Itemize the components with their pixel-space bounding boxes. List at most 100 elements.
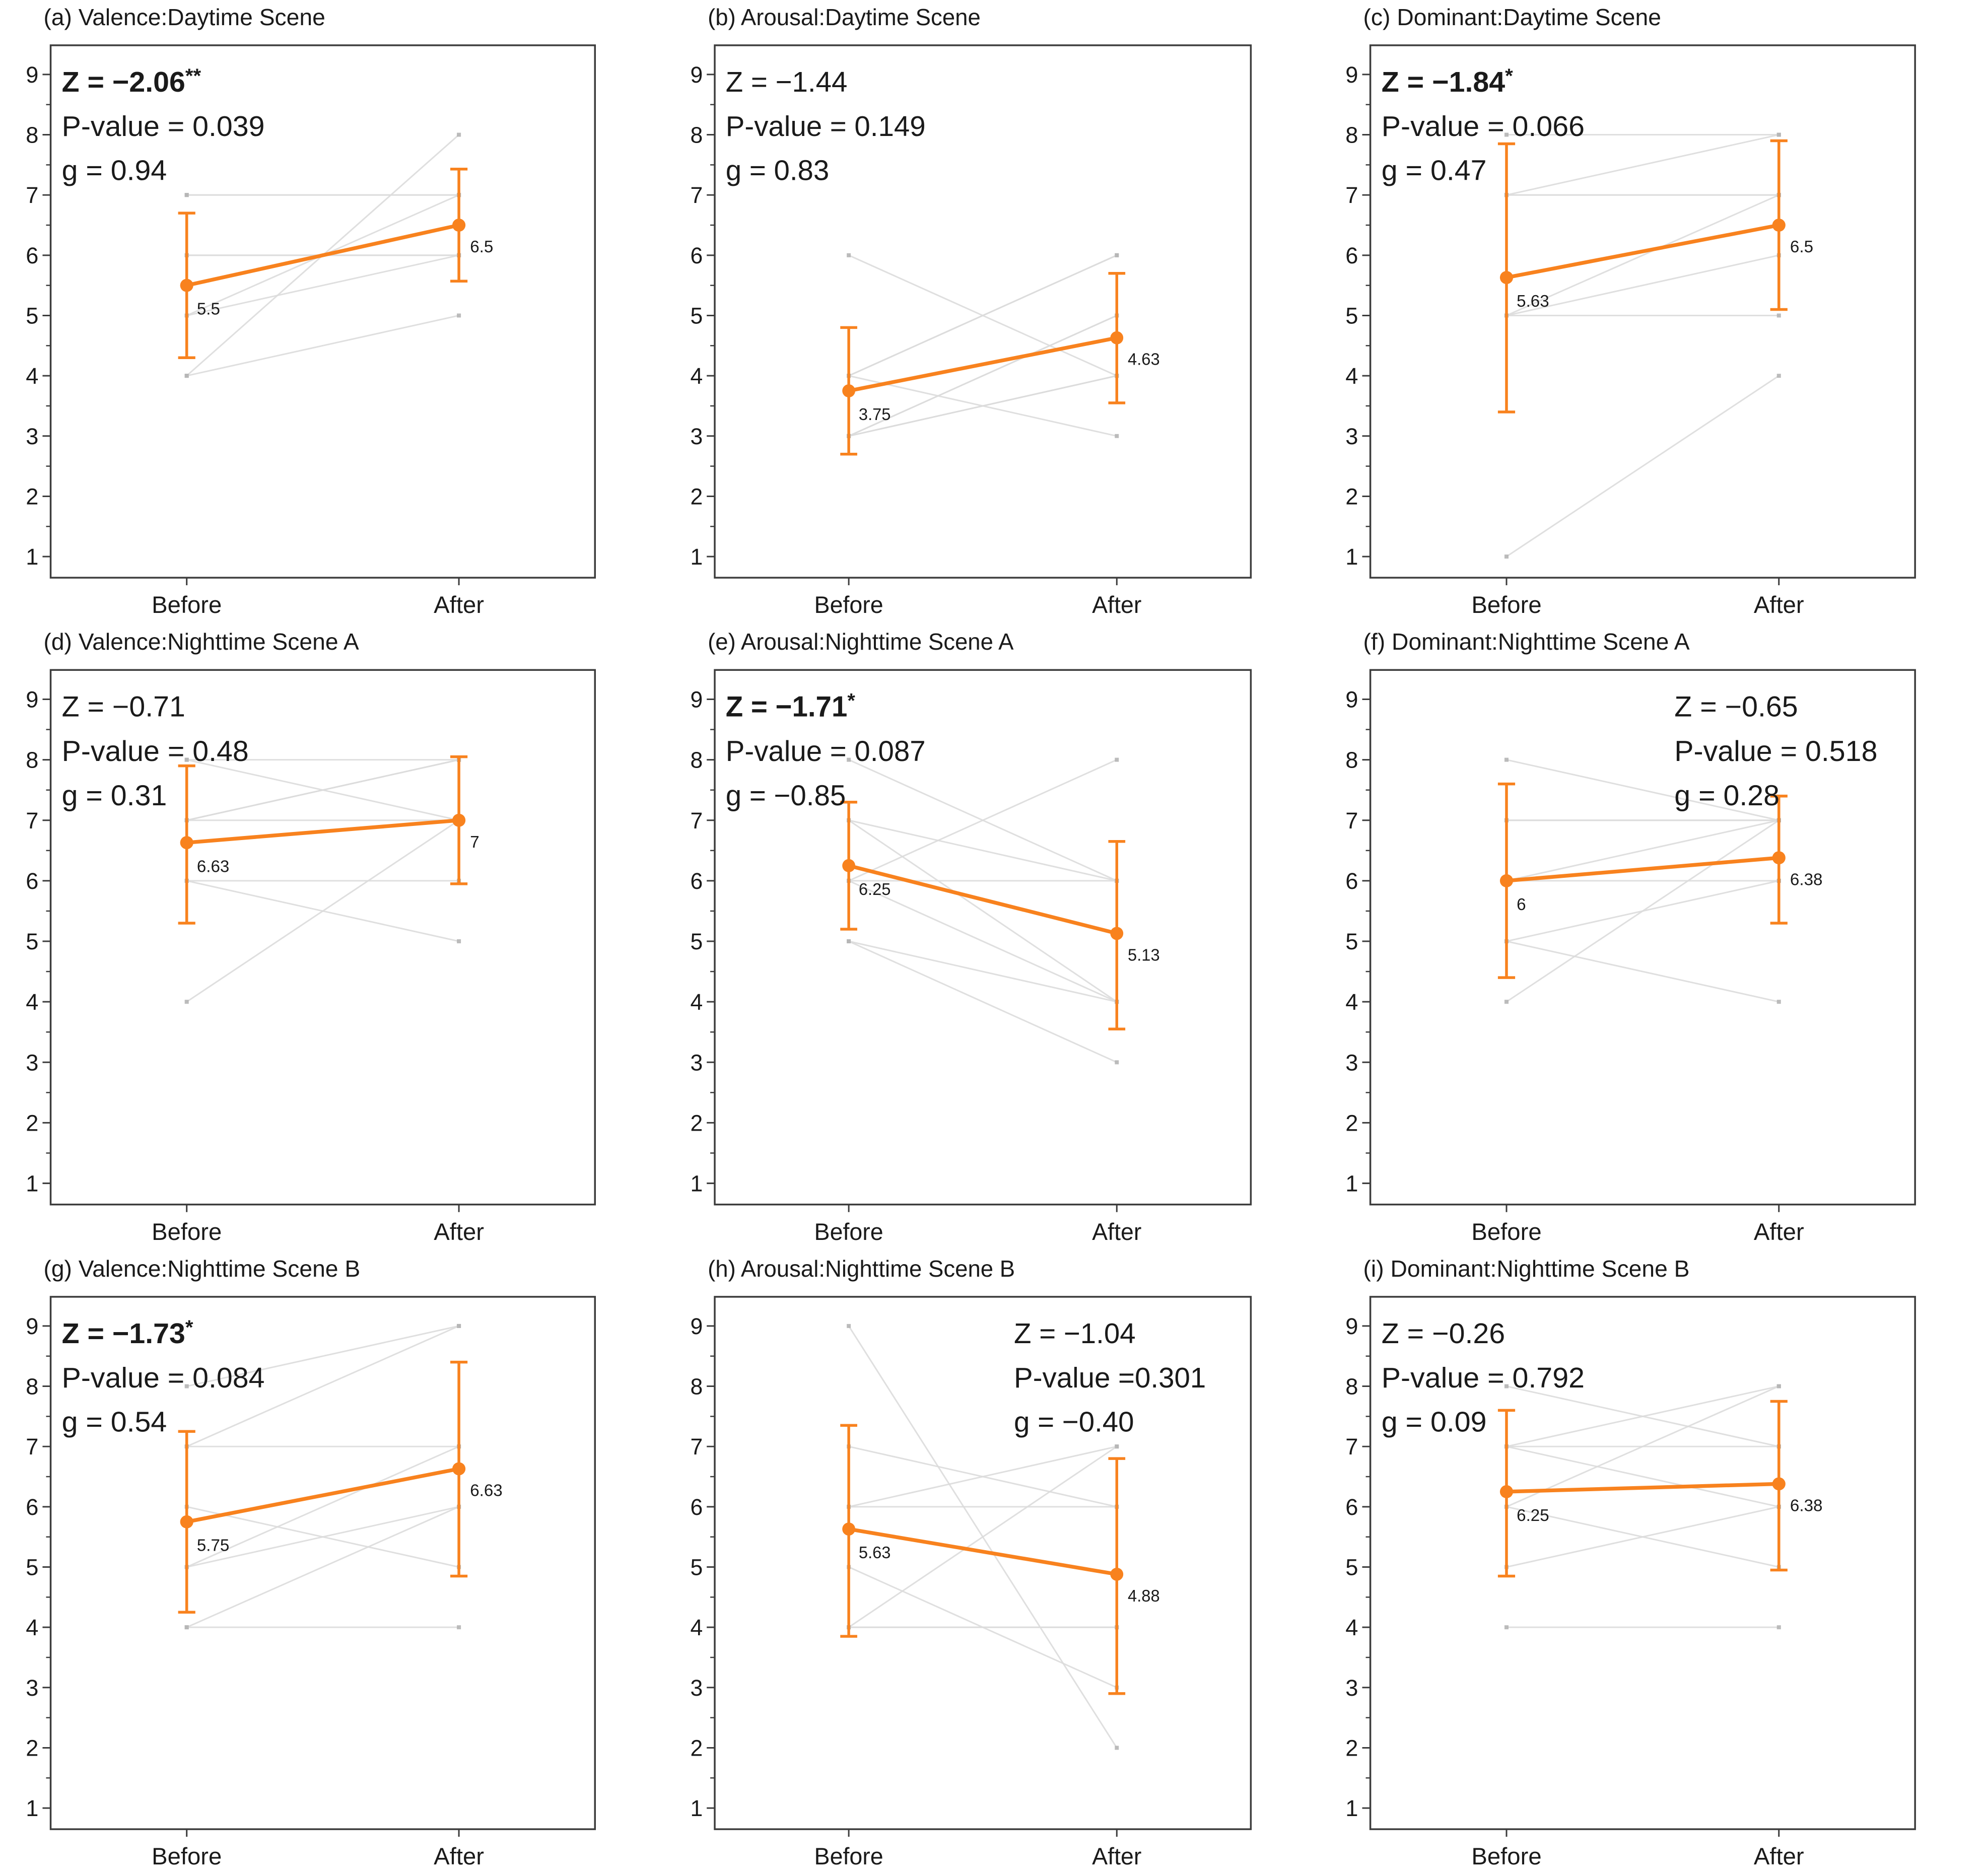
individual-line bbox=[186, 1506, 459, 1628]
y-tick-label: 9 bbox=[690, 62, 703, 88]
mean-value-label-before: 6.25 bbox=[1517, 1506, 1549, 1525]
y-tick-label: 7 bbox=[690, 183, 703, 208]
y-tick-label: 4 bbox=[26, 1615, 38, 1640]
individual-line bbox=[848, 880, 1117, 1003]
panel-c-chart: (c) Dominant:Daytime Scene 1 2 3 4 5 6 7 8 9 Befor… bbox=[1345, 4, 1916, 618]
y-tick-label: 2 bbox=[690, 1110, 703, 1136]
stats-p-value: P-value = 0.48 bbox=[62, 735, 249, 768]
panel-f: (f) Dominant:Nighttime Scene A 1 2 3 4 5 6 7 8 9 B… bbox=[1320, 624, 1985, 1252]
stats-effect-size: g = 0.09 bbox=[1382, 1406, 1487, 1438]
stats-p-value: P-value = 0.518 bbox=[1674, 735, 1877, 768]
stats-effect-size: g = 0.54 bbox=[62, 1406, 167, 1438]
individual-marker-after bbox=[457, 1324, 461, 1328]
y-tick-label: 7 bbox=[1345, 1434, 1358, 1460]
panel-g: (g) Valence:Nighttime Scene B 1 2 3 4 5 6 7 8 9 Be… bbox=[0, 1252, 665, 1876]
stats-significance-stars: * bbox=[185, 1316, 193, 1339]
y-tick-label: 4 bbox=[26, 363, 38, 389]
individual-line bbox=[1506, 375, 1779, 558]
x-category-label: After bbox=[1754, 1843, 1804, 1869]
y-tick-label: 8 bbox=[1345, 122, 1358, 148]
y-tick-label: 3 bbox=[690, 424, 703, 449]
y-tick-label: 5 bbox=[26, 303, 38, 329]
y-tick-label: 5 bbox=[26, 1555, 38, 1580]
y-tick-label: 1 bbox=[26, 1795, 38, 1821]
y-tick-label: 7 bbox=[26, 1434, 38, 1460]
individual-marker-after bbox=[1115, 1060, 1119, 1065]
stats-p-value: P-value = 0.066 bbox=[1382, 110, 1585, 143]
panel-d-chart: (d) Valence:Nighttime Scene A 1 2 3 4 5 6 7 8 9 Be… bbox=[26, 629, 596, 1245]
individual-line bbox=[848, 254, 1117, 377]
x-category-label: Before bbox=[1471, 1843, 1541, 1869]
plot-box bbox=[1369, 1296, 1916, 1830]
x-category-label: Before bbox=[1471, 1219, 1541, 1245]
individual-marker-after bbox=[1115, 1746, 1119, 1750]
individual-line bbox=[1506, 254, 1779, 316]
mean-value-label-after: 6.5 bbox=[470, 238, 493, 256]
mean-line bbox=[848, 336, 1117, 393]
individual-line bbox=[1506, 940, 1779, 1003]
y-tick-label: 2 bbox=[26, 484, 38, 510]
individual-line bbox=[848, 375, 1117, 437]
individual-line bbox=[1506, 880, 1779, 942]
stats-z: Z = −0.65 bbox=[1674, 691, 1798, 723]
stats-z: Z = −2.06** bbox=[62, 65, 201, 98]
panel-c: (c) Dominant:Daytime Scene 1 2 3 4 5 6 7 8 9 Befor… bbox=[1320, 0, 1985, 624]
individual-line bbox=[186, 759, 459, 821]
individual-marker-before bbox=[184, 1384, 189, 1388]
individual-marker-after bbox=[457, 939, 461, 944]
y-tick-label: 4 bbox=[1345, 1615, 1358, 1640]
mean-point-before bbox=[180, 279, 193, 292]
individual-marker-before bbox=[847, 253, 851, 257]
individual-marker-before bbox=[184, 757, 189, 762]
y-tick-label: 2 bbox=[1345, 484, 1358, 510]
stats-significance-stars: * bbox=[1505, 65, 1513, 87]
y-tick-label: 6 bbox=[26, 868, 38, 894]
individual-marker-after bbox=[1776, 1625, 1781, 1630]
mean-value-label-before: 6.25 bbox=[859, 880, 891, 898]
x-category-label: After bbox=[1092, 592, 1141, 618]
individual-line bbox=[1506, 134, 1779, 196]
y-tick-label: 6 bbox=[1345, 243, 1358, 268]
x-category-label: After bbox=[434, 1219, 484, 1245]
y-tick-label: 1 bbox=[26, 544, 38, 570]
mean-line bbox=[848, 864, 1118, 936]
plot-box bbox=[714, 1296, 1252, 1830]
individual-marker-before bbox=[184, 1000, 189, 1004]
y-tick-label: 8 bbox=[690, 747, 703, 773]
mean-value-label-after: 7 bbox=[470, 833, 479, 852]
individual-marker-after bbox=[1115, 757, 1119, 762]
panel-a: (a) Valence:Daytime Scene 1 2 3 4 5 6 7 8 9 Before… bbox=[0, 0, 665, 624]
y-tick-label: 1 bbox=[690, 1796, 703, 1821]
mean-value-label-after: 6.5 bbox=[1790, 238, 1813, 256]
individual-line bbox=[186, 1325, 459, 1387]
y-tick-label: 5 bbox=[1345, 1555, 1358, 1580]
panel-i: (i) Dominant:Nighttime Scene B 1 2 3 4 5 6 7 8 9 B… bbox=[1320, 1252, 1985, 1876]
y-tick-label: 1 bbox=[1345, 1171, 1358, 1197]
mean-value-label-after: 6.38 bbox=[1790, 870, 1823, 889]
individual-line bbox=[1506, 759, 1779, 821]
individual-marker-after bbox=[1776, 1000, 1781, 1004]
individual-marker-before bbox=[1504, 132, 1509, 137]
stats-effect-size: g = 0.47 bbox=[1382, 155, 1487, 187]
individual-line bbox=[848, 1445, 1117, 1508]
individual-marker-before bbox=[847, 1324, 851, 1328]
mean-point-before bbox=[842, 859, 855, 872]
y-tick-label: 4 bbox=[690, 1615, 703, 1640]
stats-z: Z = −1.84* bbox=[1382, 65, 1514, 98]
x-category-label: After bbox=[1754, 1219, 1804, 1245]
stats-z-value: Z = −1.44 bbox=[726, 66, 848, 98]
individual-marker-before bbox=[184, 193, 189, 197]
stats-p-value: P-value = 0.039 bbox=[62, 110, 265, 143]
panel-title: (e) Arousal:Nighttime Scene A bbox=[708, 629, 1014, 655]
panel-f-chart: (f) Dominant:Nighttime Scene A 1 2 3 4 5 6 7 8 9 B… bbox=[1345, 629, 1916, 1245]
y-tick-label: 3 bbox=[690, 1050, 703, 1075]
individual-marker-before bbox=[1504, 554, 1509, 559]
panel-d: (d) Valence:Nighttime Scene A 1 2 3 4 5 6 7 8 9 Be… bbox=[0, 624, 665, 1252]
mean-line bbox=[186, 818, 459, 845]
y-tick-label: 8 bbox=[1345, 1374, 1358, 1400]
mean-point-before bbox=[1499, 1485, 1514, 1498]
mean-point-before bbox=[842, 384, 855, 398]
individual-marker-after bbox=[1776, 1384, 1781, 1388]
mean-point-after bbox=[1772, 1477, 1786, 1491]
individual-line bbox=[848, 940, 1117, 1063]
